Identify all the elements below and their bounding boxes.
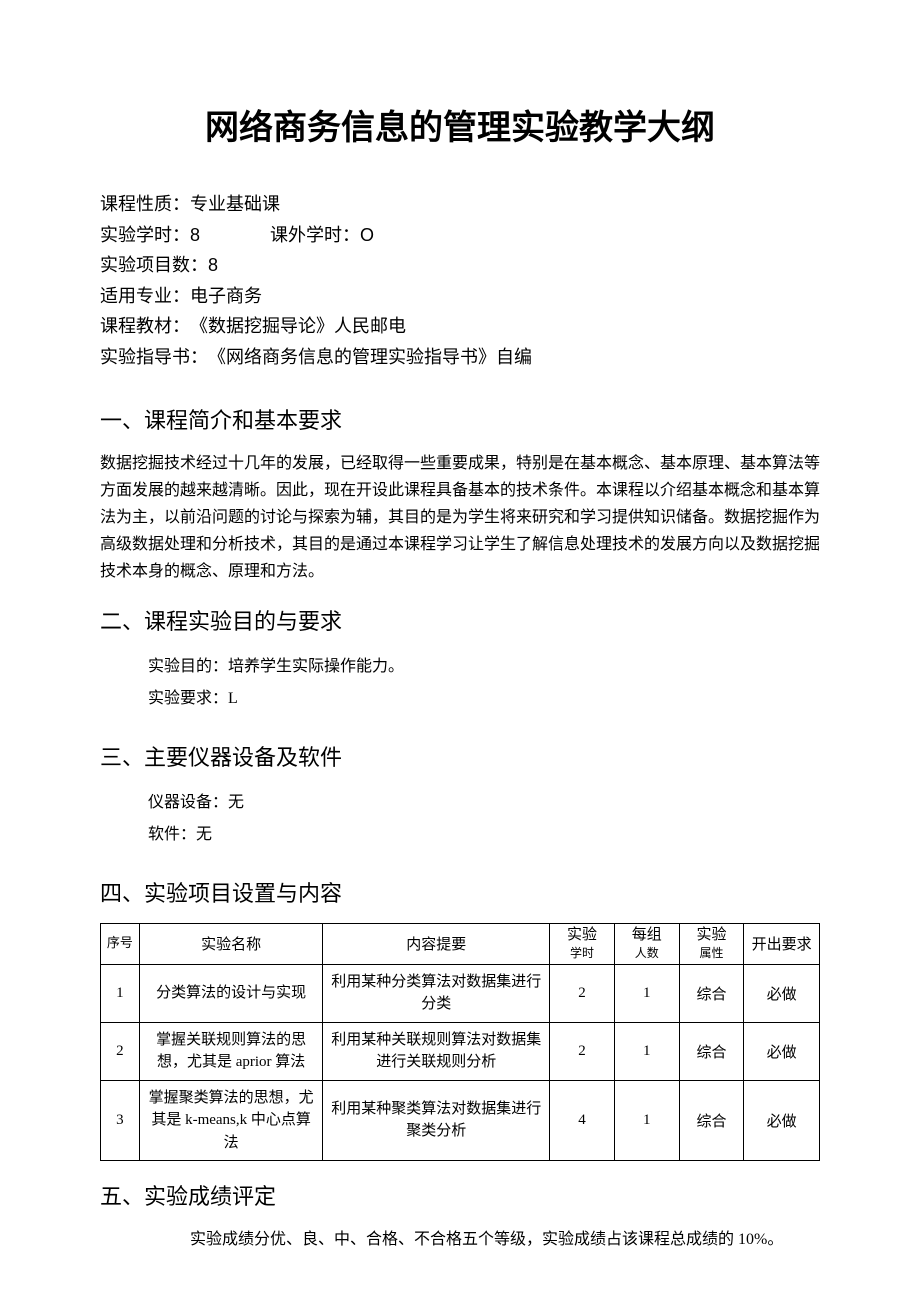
meta-value: 《数据挖掘导论》人民邮电 — [190, 311, 406, 342]
meta-label: 适用专业： — [100, 281, 190, 312]
meta-project-count: 实验项目数：8 — [100, 250, 820, 281]
cell-content: 利用某种关联规则算法对数据集进行关联规则分析 — [323, 1022, 550, 1080]
meta-label: 课外学时： — [270, 225, 360, 245]
table-row: 2 掌握关联规则算法的思想，尤其是 aprior 算法 利用某种关联规则算法对数… — [101, 1022, 820, 1080]
cell-idx: 2 — [101, 1022, 140, 1080]
purpose-value: 培养学生实际操作能力。 — [228, 658, 404, 675]
document-title: 网络商务信息的管理实验教学大纲 — [100, 100, 820, 149]
section-body-intro: 数据挖掘技术经过十几年的发展，已经取得一些重要成果，特别是在基本概念、基本原理、… — [100, 450, 820, 586]
equip-value: 无 — [228, 794, 244, 811]
cell-idx: 1 — [101, 964, 140, 1022]
cell-group: 1 — [614, 964, 679, 1022]
meta-value: 电子商务 — [190, 281, 262, 312]
meta-label: 实验学时： — [100, 225, 190, 245]
col-name: 实验名称 — [139, 923, 323, 964]
meta-value: 专业基础课 — [190, 189, 280, 220]
cell-hours: 2 — [550, 964, 615, 1022]
meta-label: 课程性质： — [100, 189, 190, 220]
meta-hours: 实验学时：8 课外学时：O — [100, 220, 820, 251]
cell-attr: 综合 — [679, 964, 744, 1022]
cell-content: 利用某种分类算法对数据集进行分类 — [323, 964, 550, 1022]
cell-req: 必做 — [744, 964, 820, 1022]
cell-group: 1 — [614, 1022, 679, 1080]
col-req: 开出要求 — [744, 923, 820, 964]
table-header-row: 序号 实验名称 内容提要 实验学时 每组人数 实验属性 开出要求 — [101, 923, 820, 964]
purpose-label: 实验目的： — [148, 658, 228, 675]
section-heading-intro: 一、课程简介和基本要求 — [100, 403, 820, 435]
cell-group: 1 — [614, 1080, 679, 1161]
cell-req: 必做 — [744, 1022, 820, 1080]
soft-label: 软件： — [148, 826, 196, 843]
meta-guide: 实验指导书：《网络商务信息的管理实验指导书》自编 — [100, 342, 820, 373]
section-heading-equipment: 三、主要仪器设备及软件 — [100, 740, 820, 772]
meta-value: O — [360, 225, 374, 245]
course-meta-block: 课程性质：专业基础课 实验学时：8 课外学时：O 实验项目数：8 适用专业：电子… — [100, 189, 820, 373]
col-hours: 实验学时 — [550, 923, 615, 964]
meta-label: 课程教材： — [100, 311, 190, 342]
section-heading-projects: 四、实验项目设置与内容 — [100, 876, 820, 908]
equip-label: 仪器设备： — [148, 794, 228, 811]
meta-course-type: 课程性质：专业基础课 — [100, 189, 820, 220]
col-group: 每组人数 — [614, 923, 679, 964]
table-row: 3 掌握聚类算法的思想，尤其是 k-means,k 中心点算法 利用某种聚类算法… — [101, 1080, 820, 1161]
cell-name: 掌握关联规则算法的思想，尤其是 aprior 算法 — [139, 1022, 323, 1080]
req-value: L — [228, 690, 238, 707]
cell-name: 分类算法的设计与实现 — [139, 964, 323, 1022]
cell-attr: 综合 — [679, 1080, 744, 1161]
section-heading-grading: 五、实验成绩评定 — [100, 1179, 820, 1211]
meta-value: 8 — [190, 225, 200, 245]
cell-hours: 2 — [550, 1022, 615, 1080]
col-seq: 序号 — [101, 923, 140, 964]
col-content: 内容提要 — [323, 923, 550, 964]
purpose-block: 实验目的：培养学生实际操作能力。 实验要求：L — [148, 651, 820, 715]
grading-body: 实验成绩分优、良、中、合格、不合格五个等级，实验成绩占该课程总成绩的 10%。 — [190, 1226, 820, 1253]
cell-req: 必做 — [744, 1080, 820, 1161]
meta-textbook: 课程教材：《数据挖掘导论》人民邮电 — [100, 311, 820, 342]
cell-idx: 3 — [101, 1080, 140, 1161]
section-heading-purpose: 二、课程实验目的与要求 — [100, 604, 820, 636]
equipment-block: 仪器设备：无 软件：无 — [148, 787, 820, 851]
meta-major: 适用专业：电子商务 — [100, 281, 820, 312]
experiment-table: 序号 实验名称 内容提要 实验学时 每组人数 实验属性 开出要求 1 分类算法的… — [100, 923, 820, 1162]
meta-value: 《网络商务信息的管理实验指导书》自编 — [208, 342, 532, 373]
cell-content: 利用某种聚类算法对数据集进行聚类分析 — [323, 1080, 550, 1161]
req-label: 实验要求： — [148, 690, 228, 707]
meta-value: 8 — [208, 250, 218, 281]
cell-name: 掌握聚类算法的思想，尤其是 k-means,k 中心点算法 — [139, 1080, 323, 1161]
meta-label: 实验指导书： — [100, 342, 208, 373]
cell-attr: 综合 — [679, 1022, 744, 1080]
table-row: 1 分类算法的设计与实现 利用某种分类算法对数据集进行分类 2 1 综合 必做 — [101, 964, 820, 1022]
col-attr: 实验属性 — [679, 923, 744, 964]
cell-hours: 4 — [550, 1080, 615, 1161]
meta-label: 实验项目数： — [100, 250, 208, 281]
soft-value: 无 — [196, 826, 212, 843]
